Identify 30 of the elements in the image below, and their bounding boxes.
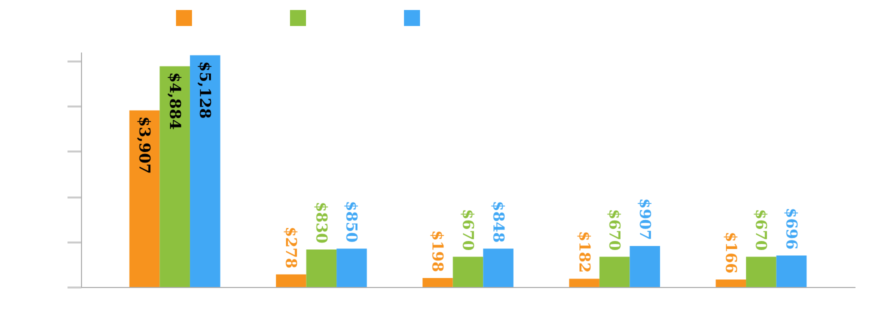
bar [630, 246, 660, 287]
data-label: $848 [489, 200, 508, 243]
data-label: $166 [722, 232, 740, 274]
data-label: $198 [428, 230, 447, 272]
data-label: $850 [342, 200, 361, 243]
bar [422, 278, 453, 287]
data-label: $670 [606, 208, 624, 251]
bar [569, 278, 600, 287]
bar [746, 256, 776, 287]
data-label: $4,884 [166, 72, 184, 130]
bar [160, 66, 190, 287]
bar [190, 55, 220, 287]
data-label: $670 [752, 208, 770, 251]
data-label: $5,128 [196, 61, 214, 119]
bar [276, 274, 306, 287]
bar [452, 256, 484, 287]
bar [306, 249, 337, 287]
bar [776, 256, 807, 287]
data-label: $907 [636, 198, 654, 240]
data-label: $3,907 [136, 116, 154, 174]
data-label: $696 [782, 208, 800, 250]
data-label: $830 [312, 202, 330, 244]
bar [599, 256, 630, 287]
data-label: $182 [575, 231, 594, 273]
data-label: $278 [282, 226, 300, 268]
bar [716, 280, 746, 287]
data-label: $670 [459, 208, 477, 251]
bar [129, 110, 160, 287]
bar [336, 248, 367, 287]
bar [483, 248, 514, 287]
